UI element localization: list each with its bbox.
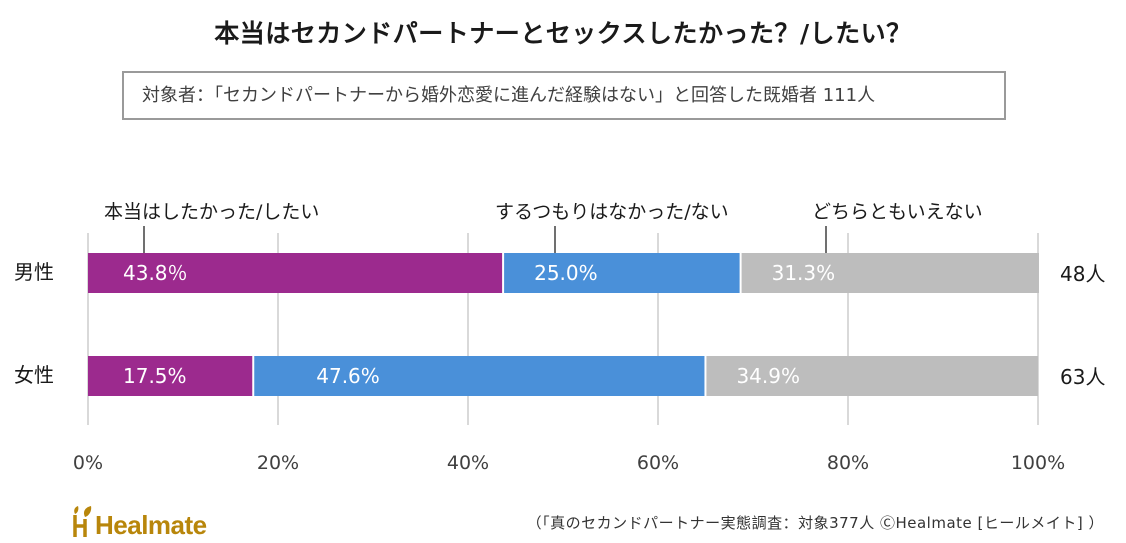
x-tick-label: 0% xyxy=(73,452,103,474)
data-label: 43.8％ xyxy=(123,261,188,285)
bar-segment xyxy=(88,356,253,396)
x-tick-label: 80% xyxy=(827,452,869,474)
logo-text: Healmate xyxy=(95,510,207,540)
leaf-h-icon xyxy=(73,506,92,537)
legend-callout-label: するつもりはなかった/ない xyxy=(495,201,729,223)
x-tick-label: 60% xyxy=(637,452,679,474)
subject-description: 対象者：「セカンドパートナーから婚外恋愛に進んだ経験はない」と回答した既婚者 1… xyxy=(122,71,1006,120)
category-label: 女性 xyxy=(14,363,54,387)
data-label: 34.9% xyxy=(736,364,800,388)
data-label: 25.0% xyxy=(534,261,598,285)
source-note: （「真のセカンドパートナー実態調査：対象377人 ⒸHealmate [ヒールメ… xyxy=(526,514,1104,532)
data-label: 47.6% xyxy=(316,364,380,388)
category-label: 男性 xyxy=(14,260,54,284)
bar-segment xyxy=(504,253,740,293)
bar-segment xyxy=(741,253,1039,293)
total-label: 48人 xyxy=(1060,262,1105,286)
bar-segment xyxy=(706,356,1038,396)
legend-callout-label: 本当はしたかった/したい xyxy=(104,201,319,223)
data-label: 17.5% xyxy=(123,364,187,388)
bar-segment xyxy=(254,356,705,396)
healmate-logo: Healmate xyxy=(72,505,207,539)
chart-title: 本当はセカンドパートナーとセックスしたかった？/したい？ xyxy=(214,19,912,48)
total-label: 63人 xyxy=(1060,365,1105,389)
x-tick-label: 40% xyxy=(447,452,489,474)
bar-segment xyxy=(88,253,503,293)
legend-callout-label: どちらともいえない xyxy=(812,201,983,223)
data-label: 31.3% xyxy=(772,261,836,285)
x-tick-label: 20% xyxy=(257,452,299,474)
x-tick-label: 100% xyxy=(1011,452,1065,474)
